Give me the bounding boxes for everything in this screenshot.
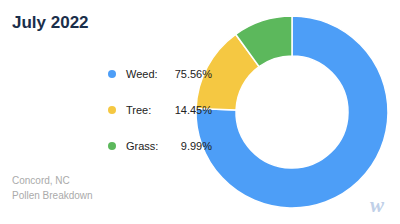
- legend-label: Grass:: [126, 140, 158, 152]
- legend-item: Grass: 9.99%: [108, 140, 212, 152]
- donut: [196, 16, 388, 208]
- title: July 2022: [12, 13, 89, 32]
- legend-dot: [108, 142, 116, 150]
- legend-item: Tree: 14.45%: [108, 104, 212, 116]
- watermark: w: [370, 193, 385, 217]
- legend-value: 14.45%: [175, 104, 213, 116]
- legend-item: Weed: 75.56%: [108, 68, 212, 80]
- legend-dot: [108, 70, 116, 78]
- legend-dot: [108, 106, 116, 114]
- slice: [236, 16, 292, 67]
- legend-value: 75.56%: [175, 68, 213, 80]
- legend: Weed: 75.56% Tree: 14.45% Grass: 9.99%: [108, 68, 212, 152]
- subtitle: Concord, NCPollen Breakdown: [12, 175, 93, 201]
- slice: [196, 16, 388, 208]
- legend-label: Tree:: [126, 104, 151, 116]
- legend-value: 9.99%: [181, 140, 212, 152]
- chart: July 2022 Weed: 75.56% Tree: 14.45% Grass: 9.9…: [0, 0, 400, 224]
- legend-label: Weed:: [126, 68, 158, 80]
